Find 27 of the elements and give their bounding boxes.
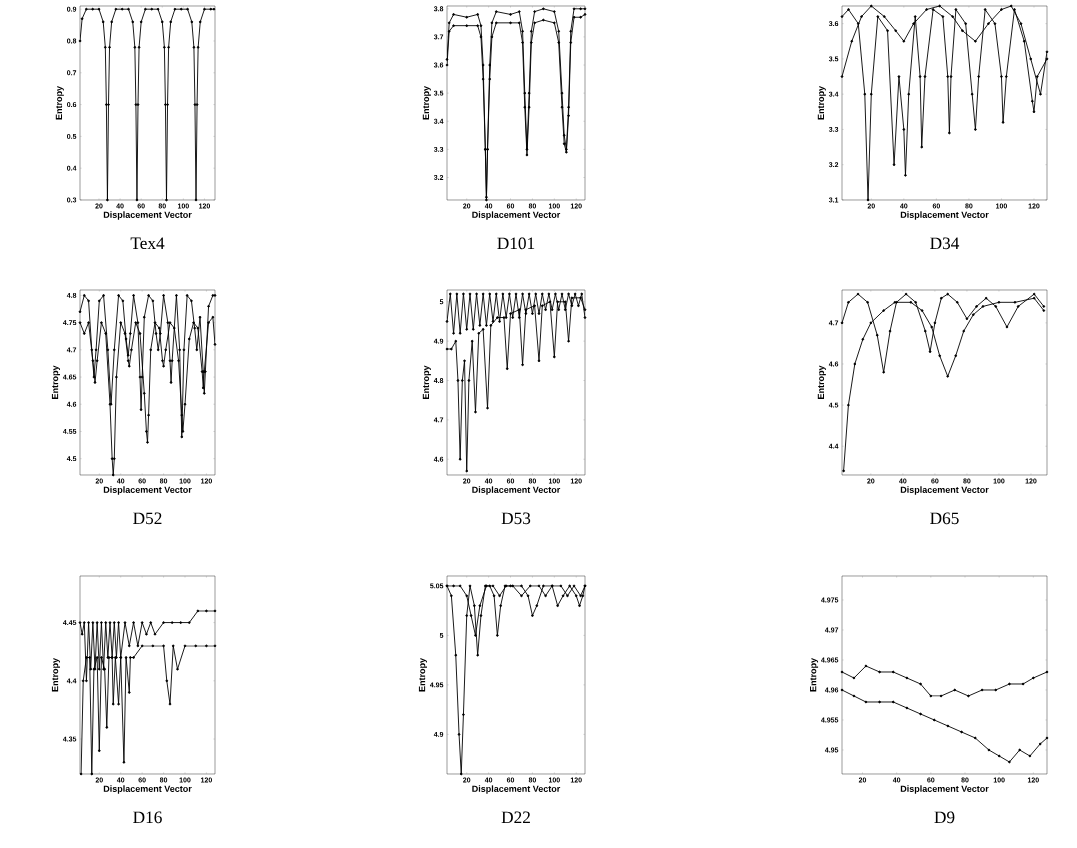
x-axis-title: Displacement Vector <box>472 785 561 794</box>
text: D9 <box>934 811 955 824</box>
text: Tex4 <box>130 237 165 250</box>
x-axis-title: Displacement Vector <box>472 211 561 220</box>
y-axis-title: Entropy <box>51 658 60 692</box>
y-axis-title: Entropy <box>810 658 819 692</box>
text: D52 <box>133 512 162 525</box>
x-axis-title: Displacement Vector <box>103 211 192 220</box>
text: D65 <box>930 512 959 525</box>
x-axis-title: Displacement Vector <box>472 486 561 495</box>
text: D22 <box>501 811 530 823</box>
text: D16 <box>133 811 162 824</box>
y-axis-title: Entropy <box>422 365 431 399</box>
x-axis-title: Displacement Vector <box>103 785 192 794</box>
y-axis-title: Entropy <box>51 365 60 399</box>
y-axis-title: Entropy <box>418 658 427 692</box>
y-axis-title: Entropy <box>422 86 431 120</box>
text: D53 <box>501 512 531 525</box>
text: D101 <box>497 237 535 250</box>
x-axis-title: Displacement Vector <box>900 785 989 794</box>
x-axis-title: Displacement Vector <box>103 486 192 495</box>
x-axis-title: Displacement Vector <box>900 211 989 220</box>
y-axis-title: Entropy <box>817 365 826 399</box>
text: D34 <box>930 237 960 250</box>
x-axis-title: Displacement Vector <box>900 486 989 495</box>
y-axis-title: Entropy <box>817 86 826 120</box>
y-axis-title: Entropy <box>55 86 64 120</box>
